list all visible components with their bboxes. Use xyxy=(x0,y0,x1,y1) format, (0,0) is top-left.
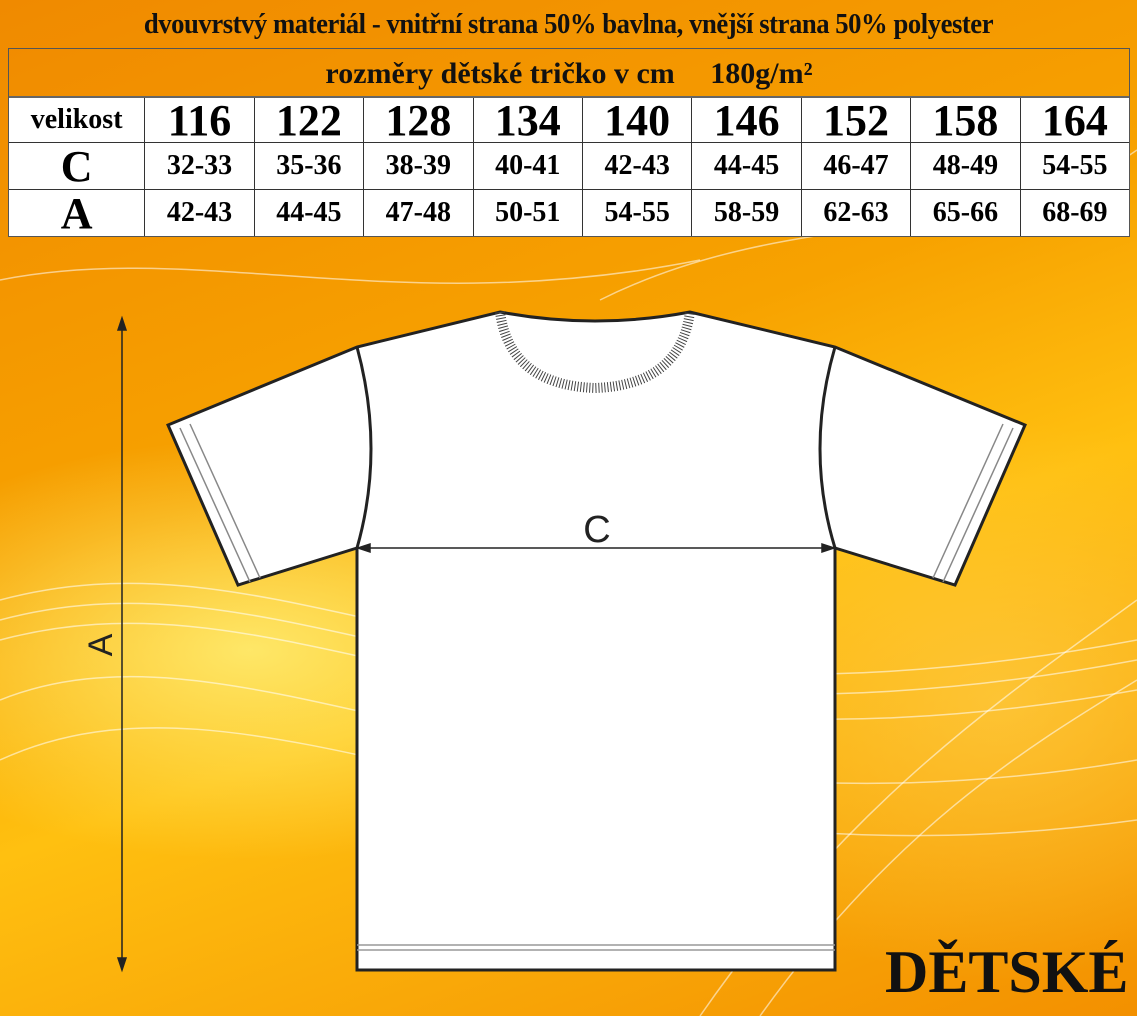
table-cell: 38-39 xyxy=(364,143,474,189)
collar xyxy=(495,311,695,394)
table-cell: 50-51 xyxy=(474,190,583,236)
table-header-row: velikost 116 122 128 134 140 146 152 158… xyxy=(9,95,1129,145)
size-table: rozměry dětské tričko v cm 180g/m² velik… xyxy=(8,48,1130,238)
width-label: C xyxy=(583,509,610,551)
size-header: 134 xyxy=(474,96,583,145)
table-cell: 32-33 xyxy=(145,143,255,189)
length-arrow xyxy=(116,315,128,973)
table-subtitle: rozměry dětské tričko v cm 180g/m² xyxy=(9,49,1129,98)
brand-label: DĚTSKÉ xyxy=(885,939,1129,1005)
table-cell: 65-66 xyxy=(911,190,1021,236)
row-label: C xyxy=(9,142,146,191)
table-cell: 42-43 xyxy=(145,190,255,236)
table-cell: 54-55 xyxy=(1042,150,1108,181)
table-cell: 46-47 xyxy=(802,143,912,189)
table-cell: 44-45 xyxy=(692,143,802,189)
tshirt-outline xyxy=(166,310,1027,972)
row-label: A xyxy=(9,189,146,238)
table-row-a: A 42-43 44-45 47-48 50-51 54-55 58-59 62… xyxy=(9,189,1129,238)
material-title: dvouvrstvý materiál - vnitřní strana 50%… xyxy=(143,8,994,40)
size-header: 164 xyxy=(1041,95,1108,145)
table-cell: 54-55 xyxy=(583,190,693,236)
size-header: 140 xyxy=(583,96,693,145)
size-header: 122 xyxy=(255,96,365,145)
table-cell: 58-59 xyxy=(692,190,802,236)
size-header: 116 xyxy=(145,96,255,145)
table-cell: 62-63 xyxy=(802,190,912,236)
subtitle-text: rozměry dětské tričko v cm xyxy=(325,57,675,90)
length-label: A xyxy=(82,633,120,656)
table-cell: 40-41 xyxy=(474,143,583,189)
table-cell: 48-49 xyxy=(911,143,1021,189)
header-label: velikost xyxy=(9,98,146,142)
table-cell: 35-36 xyxy=(255,143,365,189)
table-cell: 68-69 xyxy=(1042,197,1108,228)
size-header: 128 xyxy=(364,96,474,145)
size-header: 146 xyxy=(692,96,802,145)
width-arrow xyxy=(355,542,837,554)
table-cell: 42-43 xyxy=(583,143,693,189)
table-row-c: C 32-33 35-36 38-39 40-41 42-43 44-45 46… xyxy=(9,142,1129,191)
table-cell: 44-45 xyxy=(255,190,365,236)
size-header: 152 xyxy=(802,96,912,145)
fabric-weight: 180g/m² xyxy=(710,57,813,90)
size-header: 158 xyxy=(911,96,1021,145)
table-cell: 47-48 xyxy=(364,190,474,236)
